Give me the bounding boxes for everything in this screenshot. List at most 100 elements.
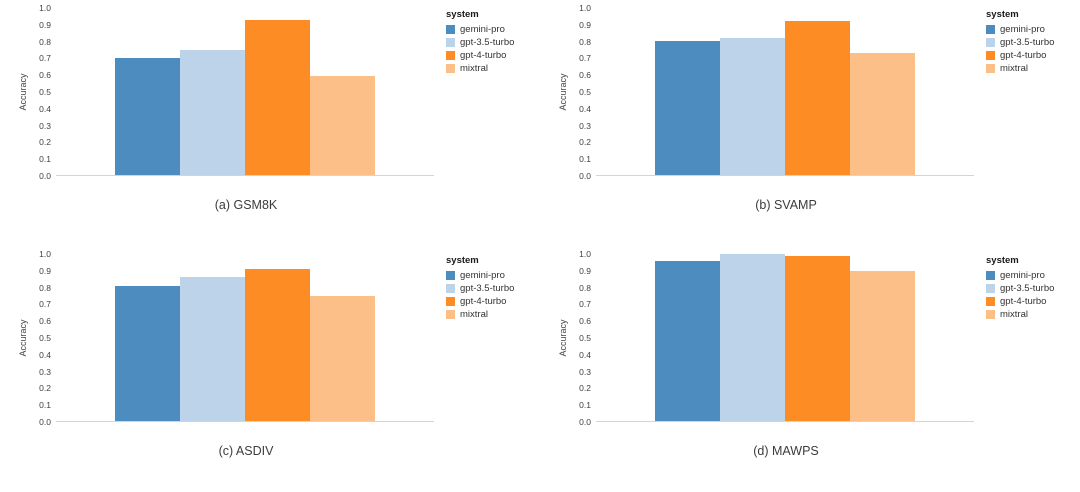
y-tick-label: 0.9 [579,265,591,276]
legend-item-gpt-3.5-turbo: gpt-3.5-turbo [446,283,514,294]
y-axis-title-wrap: Accuracy [556,8,570,176]
y-tick-label: 0.8 [579,36,591,47]
chart-caption: (d) MAWPS [753,444,819,458]
bar-gpt-4-turbo [245,269,310,421]
y-tick-label: 0.7 [579,53,591,64]
legend-swatch-icon [986,51,995,60]
y-tick-label: 0.5 [39,87,51,97]
legend-item-label: mixtral [460,63,488,74]
y-tick-label: 0.3 [579,366,591,377]
y-tick-label: 0.6 [579,70,591,81]
legend-swatch-icon [986,284,995,293]
legend-item-mixtral: mixtral [446,309,514,320]
y-tick-label: 0.5 [39,333,51,343]
legend-swatch-icon [446,271,455,280]
legend-item-gpt-3.5-turbo: gpt-3.5-turbo [986,283,1054,294]
y-tick-label: 1.0 [579,249,591,259]
legend-title: system [986,255,1019,266]
y-tick-label: 0.4 [39,349,51,360]
legend-item-label: mixtral [1000,63,1028,74]
legend-item-label: gpt-4-turbo [1000,296,1047,307]
legend-item-label: gpt-4-turbo [1000,50,1047,61]
bar-gpt-3.5-turbo [720,254,785,421]
legend-item-label: gemini-pro [1000,270,1045,281]
y-tick-label: 0.3 [39,366,51,377]
legend-items: gemini-pro gpt-3.5-turbo gpt-4-turbo mixtra… [446,270,514,320]
legend-item-mixtral: mixtral [986,309,1054,320]
chart-caption: (c) ASDIV [218,444,274,458]
legend: system gemini-pro gpt-3.5-turbo gpt-4-turb… [986,8,1054,76]
bar-gpt-4-turbo [785,255,850,421]
chart-panel-mawps: Accuracy 1.0 0.9 0.8 0.7 0.6 0.5 0.4 0.3 0.2 0.1 0… [540,246,1080,492]
bar-gpt-3.5-turbo [180,277,245,421]
legend-item-gpt-4-turbo: gpt-4-turbo [986,296,1054,307]
chart-area: Accuracy 1.0 0.9 0.8 0.7 0.6 0.5 0.4 0.3 0.2 0.1 0… [556,249,1080,427]
y-axis-title: Accuracy [18,319,28,357]
legend: system gemini-pro gpt-3.5-turbo gpt-4-turb… [986,254,1054,322]
y-tick-label: 0.0 [39,417,51,427]
bar-gemini-pro [115,285,180,421]
y-tick-label: 0.9 [39,265,51,276]
y-tick-label: 0.6 [39,70,51,81]
chart-area: Accuracy 1.0 0.9 0.8 0.7 0.6 0.5 0.4 0.3 0.2 0.1 0… [16,3,540,181]
legend: system gemini-pro gpt-3.5-turbo gpt-4-turb… [446,8,514,76]
y-tick-label: 0.1 [579,400,591,411]
legend-swatch-icon [446,25,455,34]
y-axis-title-wrap: Accuracy [16,254,30,422]
y-tick-label: 0.2 [579,137,591,148]
legend-swatch-icon [446,310,455,319]
legend-item-label: gpt-4-turbo [460,50,507,61]
chart-caption: (a) GSM8K [214,198,278,212]
legend-item-label: gpt-3.5-turbo [1000,37,1055,48]
plot-area [56,8,434,176]
y-axis-tick-labels: 1.0 0.9 0.8 0.7 0.6 0.5 0.4 0.3 0.2 0.1 0.0 [570,3,596,181]
y-tick-label: 1.0 [39,3,51,13]
chart-area: Accuracy 1.0 0.9 0.8 0.7 0.6 0.5 0.4 0.3 0.2 0.1 0… [556,3,1080,181]
legend: system gemini-pro gpt-3.5-turbo gpt-4-turb… [446,254,514,322]
legend-item-label: gemini-pro [1000,24,1045,35]
legend-item-gemini-pro: gemini-pro [446,24,514,35]
legend-title: system [446,9,479,20]
legend-swatch-icon [986,25,995,34]
legend-title: system [446,255,479,266]
legend-swatch-icon [446,51,455,60]
legend-item-label: gpt-3.5-turbo [460,283,515,294]
legend-item-gpt-4-turbo: gpt-4-turbo [446,296,514,307]
legend-swatch-icon [446,284,455,293]
legend-item-gpt-4-turbo: gpt-4-turbo [986,50,1054,61]
legend-items: gemini-pro gpt-3.5-turbo gpt-4-turbo mixtra… [986,270,1054,320]
legend-item-gemini-pro: gemini-pro [986,24,1054,35]
legend-items: gemini-pro gpt-3.5-turbo gpt-4-turbo mixtra… [986,24,1054,74]
legend-item-mixtral: mixtral [986,63,1054,74]
bar-gpt-4-turbo [245,19,310,175]
bar-gemini-pro [655,260,720,421]
legend-swatch-icon [446,64,455,73]
y-tick-label: 0.2 [39,383,51,394]
bar-gemini-pro [115,58,180,175]
bar-gpt-3.5-turbo [180,49,245,175]
chart-panel-svamp: Accuracy 1.0 0.9 0.8 0.7 0.6 0.5 0.4 0.3 0.2 0.1 0… [540,0,1080,246]
y-tick-label: 0.0 [39,171,51,181]
legend-item-label: gpt-3.5-turbo [1000,283,1055,294]
legend-item-gemini-pro: gemini-pro [986,270,1054,281]
y-axis-title: Accuracy [558,73,568,111]
legend-swatch-icon [446,297,455,306]
bar-mixtral [310,76,375,175]
legend-items: gemini-pro gpt-3.5-turbo gpt-4-turbo mixtra… [446,24,514,74]
bar-mixtral [850,270,915,421]
legend-title: system [986,9,1019,20]
y-tick-label: 0.8 [39,36,51,47]
bar-gemini-pro [655,41,720,175]
y-tick-label: 0.3 [39,120,51,131]
y-tick-label: 0.0 [579,171,591,181]
chart-panel-asdiv: Accuracy 1.0 0.9 0.8 0.7 0.6 0.5 0.4 0.3 0.2 0.1 0… [0,246,540,492]
y-axis-title-wrap: Accuracy [556,254,570,422]
y-tick-label: 0.3 [579,120,591,131]
chart-panel-gsm8k: Accuracy 1.0 0.9 0.8 0.7 0.6 0.5 0.4 0.3 0.2 0.1 0… [0,0,540,246]
y-tick-label: 0.4 [39,103,51,114]
legend-item-label: mixtral [1000,309,1028,320]
legend-item-gpt-3.5-turbo: gpt-3.5-turbo [986,37,1054,48]
y-axis-tick-labels: 1.0 0.9 0.8 0.7 0.6 0.5 0.4 0.3 0.2 0.1 0.0 [570,249,596,427]
y-tick-label: 0.4 [579,103,591,114]
legend-swatch-icon [986,297,995,306]
